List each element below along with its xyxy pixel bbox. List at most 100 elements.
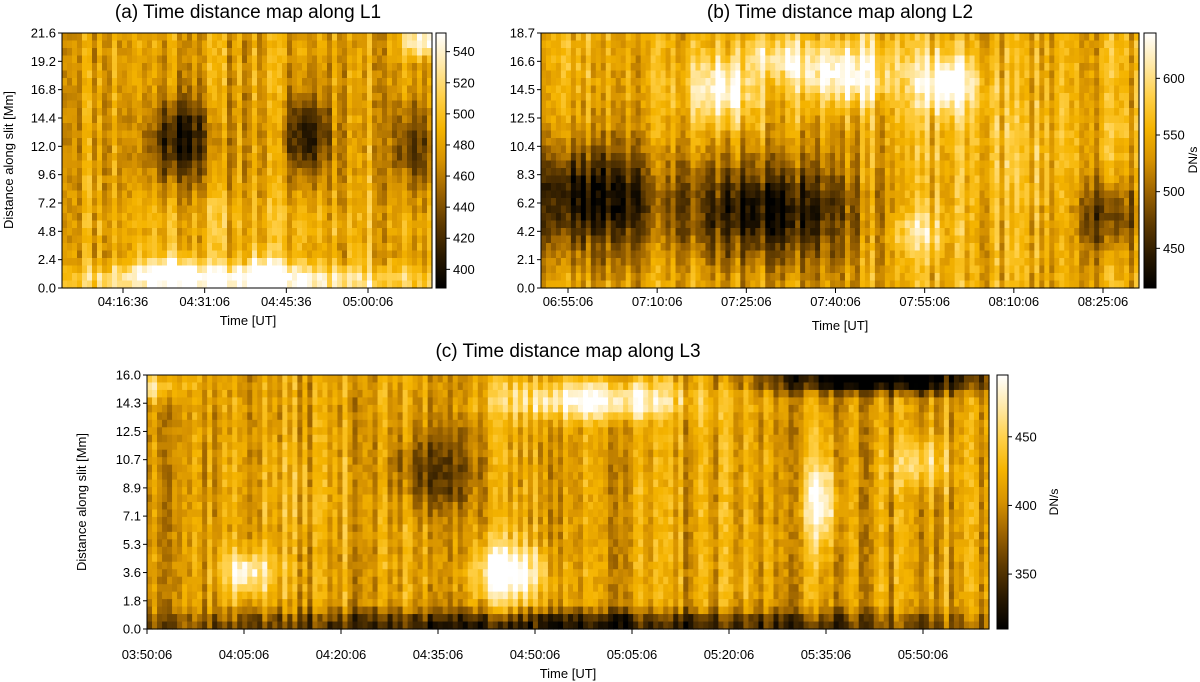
heatmap-cell [810,78,816,87]
heatmap-cell [1004,55,1011,64]
heatmap-cell [1009,55,1016,64]
heatmap-cell [1094,48,1100,57]
heatmap-cell [735,48,741,57]
heatmap-cell [785,138,791,147]
heatmap-cell [580,160,587,169]
heatmap-cell [142,55,148,64]
heatmap-cell [112,175,118,184]
heatmap-cell [924,153,931,162]
heatmap-cell [1039,138,1045,147]
heatmap-cell [605,100,612,109]
heatmap-cell [72,220,78,229]
heatmap-cell [147,63,153,72]
heatmap-cell [257,70,263,79]
heatmap-cell [307,138,313,147]
panel-b-heatmap [541,33,1140,289]
heatmap-cell [750,55,756,64]
heatmap-cell [889,145,896,154]
heatmap-cell [297,40,303,49]
heatmap-cell [630,160,637,169]
heatmap-cell [257,160,263,169]
heatmap-cell [565,130,572,139]
heatmap-cell [282,250,288,259]
heatmap-cell [97,55,103,64]
heatmap-cell [790,175,796,184]
heatmap-cell [357,258,363,267]
heatmap-cell [1064,115,1070,124]
heatmap-cell [382,213,388,222]
heatmap-cell [422,48,428,57]
heatmap-cell [795,175,801,184]
heatmap-cell [550,63,557,72]
heatmap-cell [964,85,971,94]
heatmap-cell [984,40,991,49]
heatmap-cell [550,175,557,184]
heatmap-cell [1089,63,1095,72]
heatmap-cell [317,258,323,267]
heatmap-cell [1049,175,1055,184]
heatmap-cell [62,235,68,244]
heatmap-cell [864,108,871,117]
heatmap-cell [854,168,861,177]
heatmap-cell [407,205,413,214]
heatmap-cell [292,175,298,184]
heatmap-cell [825,100,831,109]
heatmap-cell [610,48,617,57]
heatmap-cell [854,123,861,132]
heatmap-cell [625,138,632,147]
heatmap-cell [675,145,682,154]
heatmap-cell [407,183,413,192]
heatmap-cell [785,78,791,87]
heatmap-cell [117,138,123,147]
heatmap-cell [645,130,652,139]
heatmap-cell [645,138,652,147]
heatmap-cell [357,190,363,199]
heatmap-cell [1014,168,1020,177]
heatmap-cell [1069,168,1075,177]
heatmap-cell [1069,63,1075,72]
heatmap-cell [152,273,158,282]
heatmap-cell [277,183,283,192]
heatmap-cell [785,85,791,94]
heatmap-cell [362,145,368,154]
heatmap-cell [1089,100,1095,109]
heatmap-cell [800,160,806,169]
heatmap-cell [1134,168,1140,177]
heatmap-cell [565,55,572,64]
heatmap-cell [122,183,128,192]
heatmap-cell [600,115,607,124]
heatmap-cell [367,168,373,177]
heatmap-cell [730,40,736,49]
heatmap-cell [1039,168,1045,177]
heatmap-cell [262,183,268,192]
heatmap-cell [197,235,203,244]
heatmap-cell [795,108,801,117]
heatmap-cell [237,220,243,229]
heatmap-cell [62,213,68,222]
heatmap-cell [272,235,278,244]
heatmap-cell [337,265,343,274]
heatmap-cell [172,130,178,139]
heatmap-cell [192,258,198,267]
heatmap-cell [412,78,418,87]
heatmap-cell [1049,145,1055,154]
heatmap-cell [422,145,428,154]
heatmap-cell [969,48,976,57]
heatmap-cell [312,63,318,72]
heatmap-cell [924,168,931,177]
heatmap-cell [422,33,428,42]
heatmap-cell [595,168,602,177]
heatmap-cell [550,130,557,139]
heatmap-cell [924,175,931,184]
heatmap-cell [625,40,632,49]
heatmap-cell [77,63,83,72]
heatmap-cell [207,205,213,214]
heatmap-cell [327,183,333,192]
heatmap-cell [77,250,83,259]
heatmap-cell [352,78,358,87]
heatmap-cell [217,183,223,192]
heatmap-cell [924,55,931,64]
heatmap-cell [595,40,602,49]
heatmap-cell [177,138,183,147]
heatmap-cell [685,168,692,177]
